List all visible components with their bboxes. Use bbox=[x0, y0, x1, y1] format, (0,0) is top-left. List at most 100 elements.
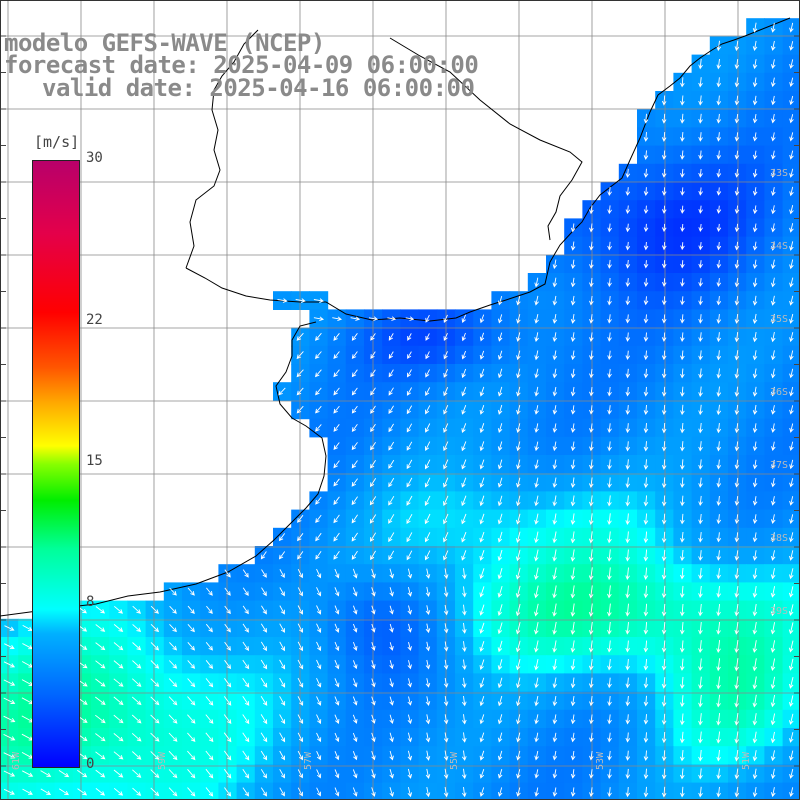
wind-arrow bbox=[570, 405, 576, 415]
wind-arrow bbox=[734, 786, 740, 798]
wind-arrow bbox=[734, 95, 740, 106]
wind-arrow bbox=[388, 550, 395, 561]
wind-arrow bbox=[334, 605, 340, 615]
wind-arrow bbox=[643, 658, 649, 671]
wind-arrow bbox=[479, 659, 485, 670]
wind-arrow bbox=[698, 622, 703, 635]
wind-arrow bbox=[515, 622, 521, 635]
wind-arrow bbox=[734, 59, 740, 70]
wind-arrow bbox=[588, 677, 594, 689]
wind-arrow bbox=[95, 751, 106, 760]
wind-arrow bbox=[607, 696, 612, 707]
wind-arrow bbox=[771, 168, 776, 178]
wind-arrow bbox=[297, 587, 303, 597]
wind-arrow bbox=[479, 404, 485, 415]
wind-arrow bbox=[607, 677, 612, 689]
river-boundary bbox=[185, 29, 583, 269]
wind-arrow bbox=[625, 585, 630, 599]
wind-arrow bbox=[752, 477, 758, 488]
wind-arrow bbox=[479, 368, 485, 379]
wind-arrow bbox=[114, 605, 124, 614]
wind-arrow bbox=[661, 441, 667, 452]
wind-speed-cell bbox=[127, 782, 147, 800]
wind-arrow bbox=[352, 605, 358, 615]
wind-arrow bbox=[789, 532, 794, 543]
wind-arrow bbox=[752, 568, 758, 580]
wind-arrow bbox=[716, 768, 721, 780]
wind-arrow bbox=[680, 350, 685, 361]
wind-arrow bbox=[261, 605, 267, 615]
wind-arrow bbox=[679, 640, 685, 653]
wind-arrow bbox=[698, 332, 703, 343]
wind-arrow bbox=[625, 714, 631, 725]
wind-arrow bbox=[187, 750, 196, 761]
wind-arrow bbox=[570, 241, 576, 251]
wind-arrow bbox=[261, 587, 267, 597]
wind-arrow bbox=[770, 787, 776, 798]
wind-arrow bbox=[588, 531, 594, 544]
wind-arrow bbox=[351, 369, 358, 378]
wind-arrow bbox=[752, 658, 758, 672]
wind-arrow bbox=[369, 478, 377, 488]
wind-arrow bbox=[661, 422, 667, 434]
wind-arrow bbox=[443, 477, 449, 488]
wind-arrow bbox=[752, 259, 758, 270]
wind-arrow bbox=[462, 604, 467, 616]
wind-arrow bbox=[371, 623, 376, 633]
wind-arrow bbox=[716, 350, 722, 361]
wind-arrow bbox=[734, 459, 740, 470]
wind-arrow bbox=[497, 622, 503, 635]
wind-arrow bbox=[425, 750, 431, 761]
wind-arrow bbox=[589, 387, 594, 397]
wind-arrow bbox=[277, 298, 288, 303]
wind-arrow bbox=[479, 513, 485, 525]
wind-arrow bbox=[534, 332, 539, 343]
wind-arrow bbox=[716, 550, 721, 561]
wind-arrow bbox=[279, 696, 286, 706]
wind-arrow bbox=[316, 714, 322, 725]
wind-arrow bbox=[425, 623, 431, 634]
wind-arrow bbox=[734, 496, 740, 506]
wind-arrow bbox=[406, 532, 413, 543]
wind-arrow bbox=[752, 768, 758, 780]
wind-arrow bbox=[789, 41, 794, 51]
wind-arrow bbox=[588, 603, 594, 617]
wind-arrow bbox=[789, 241, 794, 251]
wind-arrow bbox=[679, 768, 685, 780]
wind-arrow bbox=[625, 259, 631, 269]
wind-arrow bbox=[297, 533, 304, 542]
wind-arrow bbox=[589, 295, 594, 306]
wind-arrow bbox=[334, 769, 340, 779]
wind-arrow bbox=[334, 641, 340, 652]
wind-arrow bbox=[607, 314, 612, 324]
wind-arrow bbox=[716, 223, 722, 233]
wind-arrow bbox=[625, 205, 631, 215]
wind-arrow bbox=[479, 677, 485, 689]
wind-arrow bbox=[516, 495, 521, 507]
wind-arrow bbox=[534, 386, 539, 397]
wind-arrow bbox=[443, 568, 449, 580]
wind-arrow bbox=[425, 641, 431, 652]
wind-arrow bbox=[443, 768, 449, 780]
wind-arrow bbox=[516, 295, 521, 306]
wind-arrow bbox=[789, 787, 794, 798]
wind-arrow bbox=[371, 642, 376, 651]
wind-arrow bbox=[516, 423, 521, 434]
wind-arrow bbox=[389, 732, 394, 743]
wind-arrow bbox=[369, 496, 377, 506]
wind-arrow bbox=[461, 386, 467, 397]
wind-arrow bbox=[588, 513, 594, 526]
wind-arrow bbox=[187, 714, 196, 724]
wind-arrow bbox=[661, 368, 667, 379]
wind-arrow bbox=[770, 40, 776, 51]
wind-arrow bbox=[552, 658, 558, 671]
wind-arrow bbox=[716, 621, 721, 635]
wind-arrow bbox=[552, 350, 558, 361]
wind-arrow bbox=[462, 568, 467, 580]
wind-arrow bbox=[679, 603, 685, 617]
wind-arrow bbox=[552, 567, 557, 581]
wind-arrow bbox=[734, 350, 740, 361]
wind-arrow bbox=[643, 459, 649, 470]
wind-arrow bbox=[333, 550, 340, 560]
wind-arrow bbox=[716, 495, 722, 506]
